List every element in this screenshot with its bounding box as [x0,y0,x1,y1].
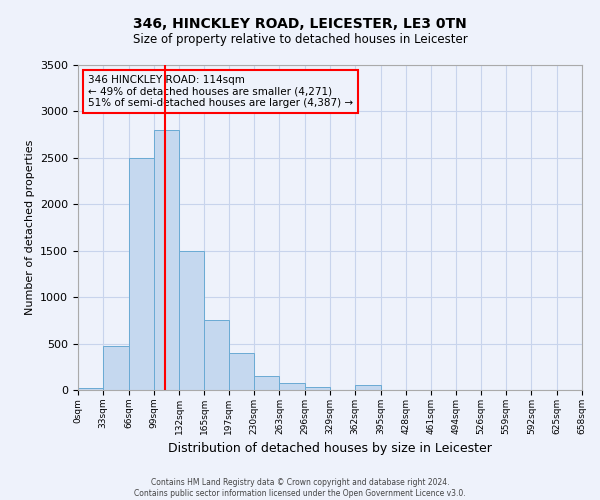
Text: Contains HM Land Registry data © Crown copyright and database right 2024.
Contai: Contains HM Land Registry data © Crown c… [134,478,466,498]
Bar [205,320,229,390]
Bar [78,388,103,390]
Bar [154,130,179,390]
Bar [103,346,128,390]
Bar [305,387,330,390]
Text: Size of property relative to detached houses in Leicester: Size of property relative to detached ho… [133,32,467,46]
Y-axis label: Number of detached properties: Number of detached properties [25,140,35,315]
Text: 346 HINCKLEY ROAD: 114sqm
← 49% of detached houses are smaller (4,271)
51% of se: 346 HINCKLEY ROAD: 114sqm ← 49% of detac… [88,74,353,108]
Bar [179,250,205,390]
Bar [128,158,154,390]
Text: 346, HINCKLEY ROAD, LEICESTER, LE3 0TN: 346, HINCKLEY ROAD, LEICESTER, LE3 0TN [133,18,467,32]
X-axis label: Distribution of detached houses by size in Leicester: Distribution of detached houses by size … [168,442,492,456]
Bar [355,385,380,390]
Bar [229,353,254,390]
Bar [254,376,280,390]
Bar [280,383,305,390]
